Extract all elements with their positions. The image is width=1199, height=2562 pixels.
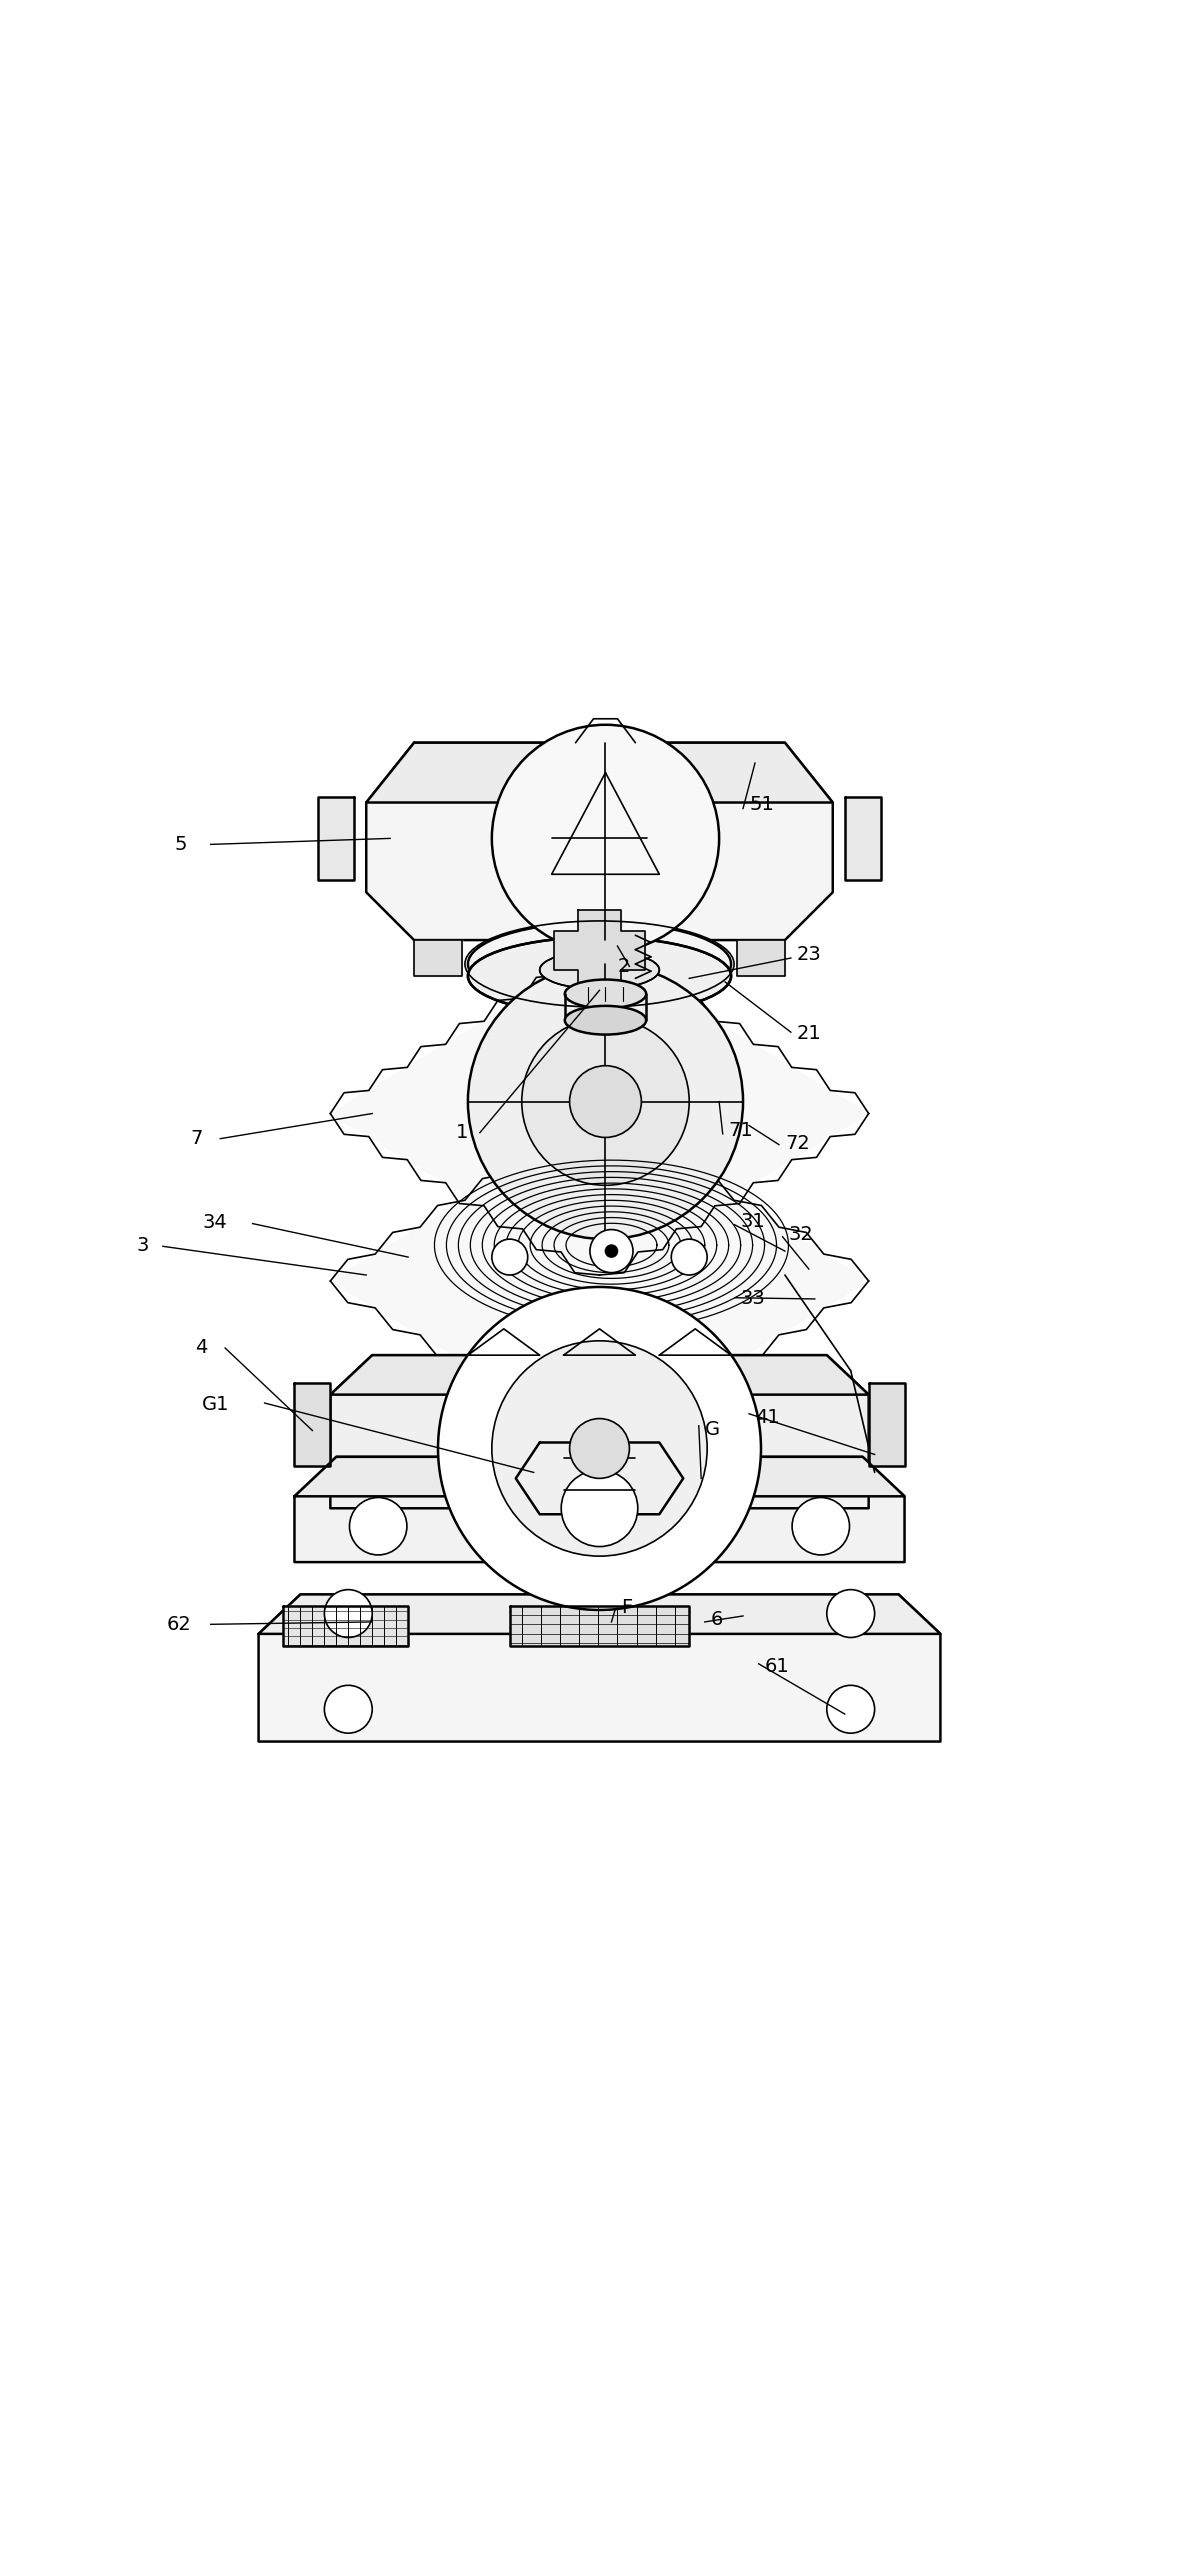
Circle shape <box>325 1686 372 1732</box>
Polygon shape <box>868 1383 904 1465</box>
Ellipse shape <box>540 951 659 989</box>
Text: G1: G1 <box>203 1394 230 1414</box>
Circle shape <box>793 1499 850 1555</box>
Text: 3: 3 <box>137 1235 149 1255</box>
Circle shape <box>349 1499 406 1555</box>
Circle shape <box>492 725 719 953</box>
Text: 6: 6 <box>711 1609 723 1629</box>
Circle shape <box>438 1286 761 1609</box>
Polygon shape <box>845 797 880 881</box>
Polygon shape <box>366 743 833 940</box>
Polygon shape <box>331 1355 868 1509</box>
Text: 72: 72 <box>785 1135 809 1153</box>
Polygon shape <box>510 1606 689 1645</box>
Text: 41: 41 <box>755 1409 779 1427</box>
Polygon shape <box>259 1594 940 1742</box>
Text: 31: 31 <box>741 1212 765 1230</box>
Text: 33: 33 <box>741 1289 765 1309</box>
Polygon shape <box>554 910 645 991</box>
Circle shape <box>590 1230 633 1273</box>
Circle shape <box>827 1686 874 1732</box>
Polygon shape <box>564 1330 635 1355</box>
Polygon shape <box>414 940 462 976</box>
Circle shape <box>492 1240 528 1276</box>
Text: 62: 62 <box>167 1614 191 1635</box>
Polygon shape <box>366 743 833 802</box>
Polygon shape <box>283 1606 408 1645</box>
Ellipse shape <box>565 979 646 1009</box>
Circle shape <box>570 1066 641 1138</box>
Text: 23: 23 <box>797 945 821 963</box>
Text: 21: 21 <box>797 1025 821 1043</box>
Polygon shape <box>516 1442 683 1514</box>
Text: 34: 34 <box>203 1212 227 1232</box>
Polygon shape <box>259 1594 940 1635</box>
Polygon shape <box>295 1383 331 1465</box>
Text: 4: 4 <box>195 1337 207 1358</box>
Text: 71: 71 <box>729 1120 753 1140</box>
Text: 2: 2 <box>617 956 629 976</box>
Polygon shape <box>295 1458 904 1563</box>
Polygon shape <box>659 1330 731 1355</box>
Text: 51: 51 <box>749 794 773 815</box>
Circle shape <box>671 1240 707 1276</box>
Circle shape <box>605 1245 617 1258</box>
Text: 1: 1 <box>456 1122 469 1143</box>
Circle shape <box>570 1419 629 1478</box>
Text: G: G <box>705 1419 719 1440</box>
Circle shape <box>561 1471 638 1547</box>
Text: F: F <box>621 1599 632 1617</box>
Circle shape <box>325 1588 372 1637</box>
Polygon shape <box>737 940 785 976</box>
Ellipse shape <box>468 938 731 1015</box>
Circle shape <box>468 963 743 1240</box>
Polygon shape <box>331 953 868 1276</box>
Text: 32: 32 <box>789 1225 813 1243</box>
Circle shape <box>492 1340 707 1555</box>
Polygon shape <box>319 797 354 881</box>
Polygon shape <box>331 1120 868 1442</box>
Polygon shape <box>295 1458 904 1496</box>
Polygon shape <box>331 1355 868 1394</box>
Text: 7: 7 <box>191 1130 203 1148</box>
Circle shape <box>522 1017 689 1186</box>
Ellipse shape <box>468 922 731 1007</box>
Circle shape <box>827 1588 874 1637</box>
Ellipse shape <box>565 1007 646 1035</box>
Text: 5: 5 <box>175 835 187 853</box>
Text: 61: 61 <box>765 1658 789 1676</box>
Polygon shape <box>468 1330 540 1355</box>
